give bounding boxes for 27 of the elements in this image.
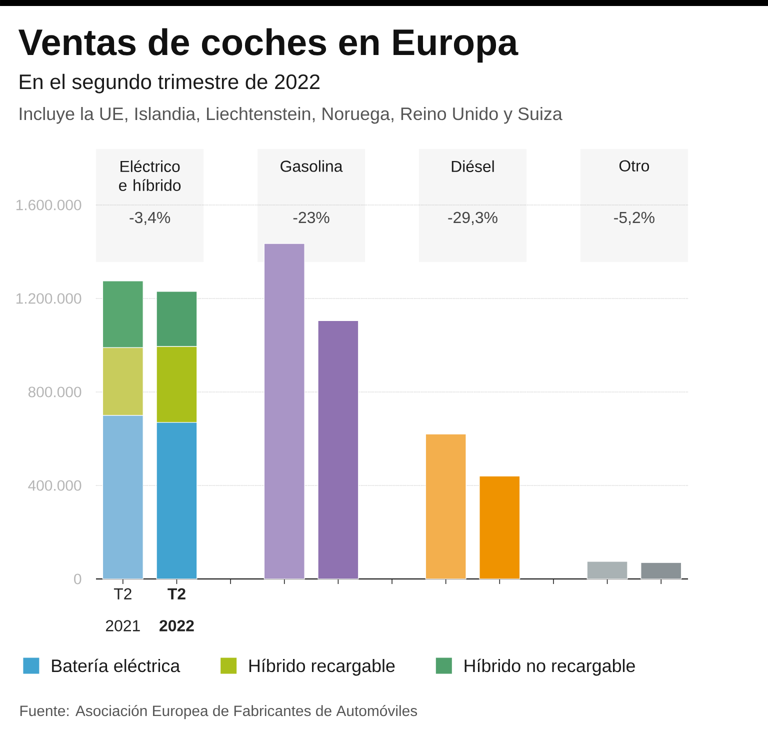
bar — [479, 476, 520, 580]
y-tick-label: 400.000 — [28, 480, 82, 491]
category-label: T2 2021 — [106, 588, 140, 632]
chart-subtitle: En el segundo trimestre de 2022 — [20, 74, 320, 94]
legend-label: Batería eléctrica — [52, 658, 180, 672]
bar — [586, 561, 628, 580]
annotation: -29,3% — [448, 212, 498, 226]
text: Incluye la UE, Islandia, Liechtenstein, Noruega, Reino Unido y Suiza — [20, 106, 562, 124]
source-note: Fuente: Asociación Europea de Fabricantes de Automóviles — [20, 704, 418, 720]
legend-label: Híbrido recargable — [249, 658, 395, 676]
category-label: T2 2022 — [160, 588, 194, 632]
chart-title: Ventas de coches en Europa — [18, 28, 518, 63]
text: Eléctrico e híbrido — [119, 160, 181, 192]
y-tick-label: 1.200.000 — [16, 293, 82, 304]
bar — [425, 434, 466, 580]
text: Otro — [619, 160, 650, 172]
y-tick-label: 800.000 — [28, 386, 82, 398]
text: Diésel — [452, 160, 494, 172]
annotation: -5,2% — [614, 212, 654, 226]
y-tick-label: 1.600.000 — [16, 200, 82, 210]
bar — [318, 320, 359, 580]
annotation: -23% — [293, 212, 330, 224]
bar — [640, 562, 682, 580]
text: Gasolina — [280, 160, 343, 172]
annotation: -3,4% — [130, 212, 170, 226]
y-tick-label: 0 — [74, 574, 82, 584]
legend-label: Híbrido no recargable — [464, 658, 635, 676]
